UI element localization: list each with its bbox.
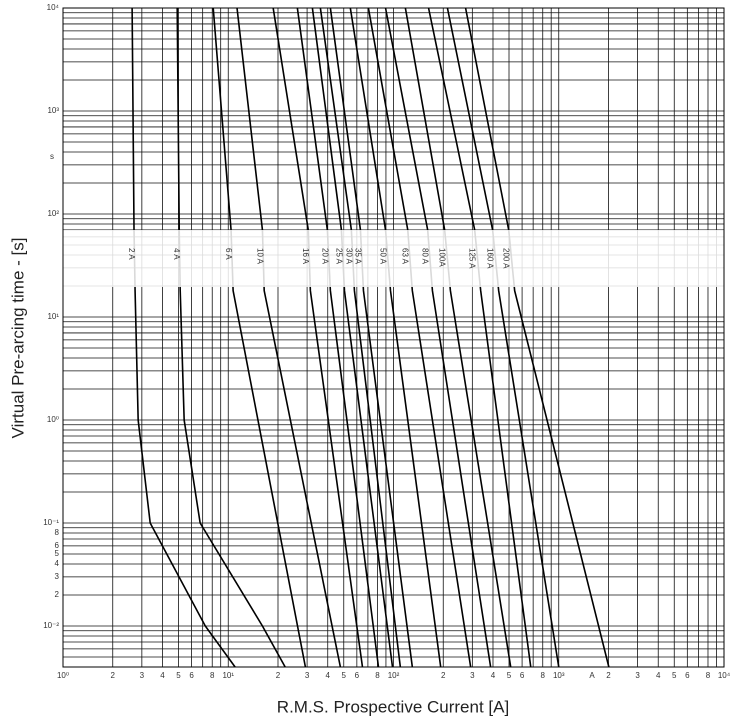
x-tick-label: 5 — [342, 671, 347, 680]
x-tick-label: 2 — [111, 671, 116, 680]
fuse-curve — [446, 7, 560, 668]
x-tick-label: 6 — [685, 671, 690, 680]
series-label: 4 A — [172, 248, 181, 260]
y-tick-label: 10¹ — [47, 312, 59, 321]
plot-frame — [62, 7, 725, 668]
y-unit-label: s — [50, 152, 54, 161]
label-band — [63, 230, 724, 287]
x-tick-label: 10² — [388, 671, 400, 680]
fuse-curve — [427, 7, 532, 668]
x-tick-label: 10¹ — [222, 671, 234, 680]
x-tick-label: 4 — [326, 671, 331, 680]
y-tick-label: 8 — [55, 528, 60, 537]
x-tick-label: 3 — [305, 671, 310, 680]
series-label: 80 A — [421, 248, 430, 265]
y-tick-label: 10⁰ — [47, 415, 59, 424]
x-axis-title: R.M.S. Prospective Current [A] — [277, 697, 509, 716]
series-label: 50 A — [378, 248, 387, 265]
y-tick-label: 5 — [55, 549, 60, 558]
x-tick-label: 2 — [606, 671, 611, 680]
fuse-curve — [131, 7, 236, 668]
y-tick-label: 10³ — [47, 106, 59, 115]
y-tick-label: 10⁴ — [47, 3, 60, 12]
x-tick-label: 3 — [470, 671, 475, 680]
series-label: 10 A — [255, 248, 264, 265]
series-label: 100A — [438, 248, 447, 267]
x-tick-label: 8 — [210, 671, 215, 680]
y-tick-label: 10⁻¹ — [43, 518, 59, 527]
x-tick-label: 4 — [491, 671, 496, 680]
x-tick-label: 5 — [672, 671, 677, 680]
x-tick-label: 6 — [189, 671, 194, 680]
y-tick-label: 10² — [47, 209, 59, 218]
x-tick-label: 5 — [176, 671, 181, 680]
series-label: 16 A — [301, 248, 310, 265]
series-label: 20 A — [320, 248, 329, 265]
x-tick-label: 10⁴ — [718, 671, 731, 680]
x-tick-label: 10⁰ — [57, 671, 69, 680]
fuse-curve — [349, 7, 442, 668]
fuse-curve — [176, 7, 286, 668]
series-label: 25 A — [334, 248, 343, 265]
series-label: 2 A — [127, 248, 136, 260]
series-label: 200 A — [502, 248, 511, 269]
fuse-curve — [384, 7, 492, 668]
series-label: 125 A — [468, 248, 477, 269]
series-label: 6 A — [224, 248, 233, 260]
fuse-curve — [311, 7, 394, 668]
y-tick-label: 3 — [55, 572, 60, 581]
fuse-curve — [404, 7, 512, 668]
x-tick-label: 2 — [276, 671, 281, 680]
y-tick-label: 10⁻² — [43, 621, 59, 630]
series-label: 35 A — [353, 248, 362, 265]
y-tick-label: 4 — [55, 559, 60, 568]
y-axis-title: Virtual Pre-arcing time - [s] — [8, 238, 27, 439]
x-tick-label: 8 — [706, 671, 711, 680]
x-tick-label: 3 — [140, 671, 145, 680]
x-tick-label: 5 — [507, 671, 512, 680]
series-label: 63 A — [401, 248, 410, 265]
x-tick-label: 10³ — [553, 671, 565, 680]
fuse-curve — [329, 7, 414, 668]
x-tick-label: 6 — [520, 671, 525, 680]
x-tick-label: 4 — [160, 671, 165, 680]
y-tick-label: 2 — [55, 590, 60, 599]
series-label: 30 A — [344, 248, 353, 265]
y-tick-label: 6 — [55, 541, 60, 550]
series-label: 160 A — [486, 248, 495, 269]
x-tick-label: 2 — [441, 671, 446, 680]
x-tick-label: 3 — [635, 671, 640, 680]
x-tick-label: 8 — [375, 671, 380, 680]
x-tick-label: 8 — [541, 671, 546, 680]
x-unit-label: A — [589, 671, 595, 680]
x-tick-label: 6 — [355, 671, 360, 680]
fuse-curve — [319, 7, 402, 668]
fuse-curve — [367, 7, 472, 668]
x-tick-label: 4 — [656, 671, 661, 680]
